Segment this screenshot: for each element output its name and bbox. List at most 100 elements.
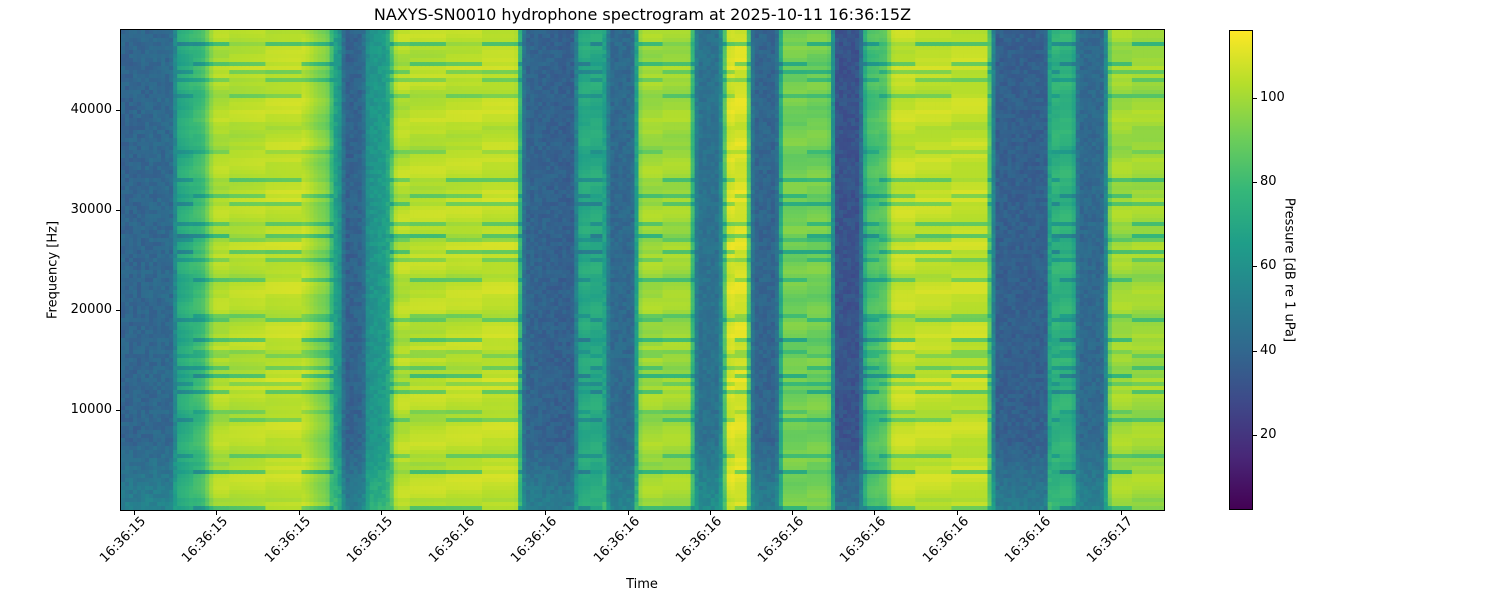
heatmap-cell [137,498,142,503]
heatmap-cell [233,354,238,359]
heatmap-cell [145,310,150,315]
heatmap-cell [233,142,238,147]
heatmap-cell [285,54,291,59]
heatmap-cell [161,418,166,423]
heatmap-cell [161,138,166,143]
heatmap-cell [245,310,250,315]
heatmap-cell [157,198,162,203]
heatmap-cell [197,338,202,343]
heatmap-cell [141,162,146,167]
heatmap-cell [261,358,267,363]
heatmap-cell [121,354,126,359]
heatmap-cell [233,246,238,251]
heatmap-cell [281,206,287,211]
heatmap-cell [173,350,178,355]
heatmap-cell [193,454,198,459]
heatmap-cell [169,410,174,415]
heatmap-cell [189,330,194,335]
heatmap-cell [273,310,279,315]
heatmap-cell [181,210,186,215]
heatmap-cell [133,402,138,407]
heatmap-cell [217,366,222,371]
heatmap-cell [181,350,186,355]
heatmap-cell [133,466,138,471]
heatmap-cell [173,162,178,167]
heatmap-cell [233,366,238,371]
heatmap-cell [181,370,186,375]
heatmap-cell [233,226,238,231]
heatmap-cell [253,38,258,43]
heatmap-cell [269,150,275,155]
heatmap-cell [181,226,186,231]
heatmap-cell [121,350,126,355]
heatmap-cell [241,274,246,279]
heatmap-cell [281,218,287,223]
heatmap-cell [129,274,134,279]
heatmap-cell [141,178,146,183]
heatmap-cell [225,78,230,83]
heatmap-cell [201,126,206,131]
heatmap-cell [261,102,267,107]
heatmap-cell [177,506,182,510]
heatmap-cell [233,30,238,35]
heatmap-cell [169,398,174,403]
heatmap-cell [193,30,198,35]
heatmap-cell [189,490,194,495]
heatmap-cell [189,338,194,343]
heatmap-cell [269,326,275,331]
heatmap-cell [177,322,182,327]
heatmap-cell [201,290,206,295]
heatmap-cell [185,194,190,199]
heatmap-cell [145,298,150,303]
heatmap-cell [169,506,174,510]
heatmap-cell [185,326,190,331]
heatmap-cell [193,138,198,143]
heatmap-cell [185,342,190,347]
heatmap-cell [125,166,130,171]
heatmap-cell [145,46,150,51]
heatmap-cell [269,42,275,47]
heatmap-cell [265,130,271,135]
heatmap-cell [149,138,154,143]
heatmap-cell [129,498,134,503]
heatmap-cell [169,230,174,235]
heatmap-cell [245,242,250,247]
heatmap-cell [233,394,238,399]
heatmap-cell [137,314,142,319]
heatmap-cell [213,446,218,451]
heatmap-cell [253,486,258,491]
heatmap-cell [229,170,234,175]
heatmap-cell [281,70,287,75]
heatmap-cell [225,174,230,179]
heatmap-cell [237,266,242,271]
heatmap-cell [149,170,154,175]
heatmap-cell [225,214,230,219]
heatmap-cell [129,154,134,159]
heatmap-cell [145,30,150,35]
heatmap-cell [285,266,291,271]
heatmap-cell [241,114,246,119]
heatmap-cell [209,182,214,187]
heatmap-cell [257,438,262,443]
heatmap-cell [149,486,154,491]
heatmap-cell [197,454,202,459]
heatmap-cell [129,370,134,375]
heatmap-cell [141,102,146,107]
heatmap-cell [129,486,134,491]
heatmap-cell [125,122,130,127]
heatmap-cell [153,406,158,411]
heatmap-cell [165,358,170,363]
heatmap-cell [217,174,222,179]
heatmap-cell [233,114,238,119]
heatmap-cell [157,90,162,95]
heatmap-cell [261,182,267,187]
heatmap-cell [157,378,162,383]
heatmap-cell [273,86,279,91]
heatmap-cell [189,198,194,203]
heatmap-cell [149,318,154,323]
heatmap-cell [245,38,250,43]
heatmap-cell [245,298,250,303]
heatmap-cell [233,230,238,235]
heatmap-cell [217,362,222,367]
heatmap-cell [209,486,214,491]
